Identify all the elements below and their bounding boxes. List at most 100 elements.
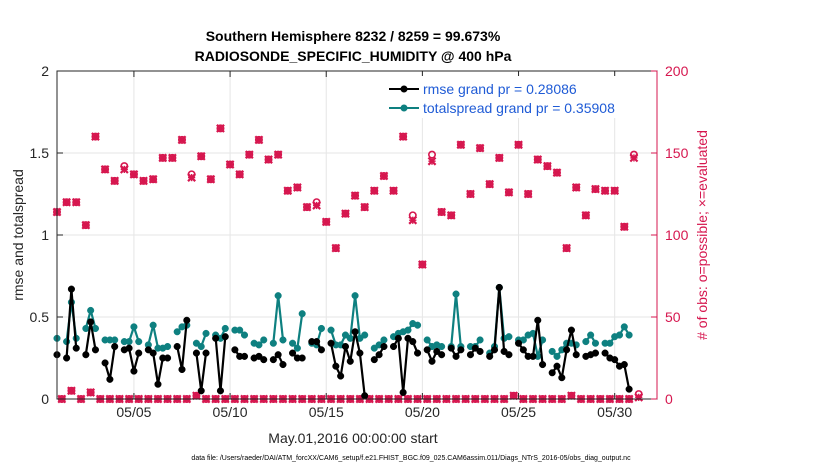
count-evaluated-marker xyxy=(302,202,312,212)
count-evaluated-marker xyxy=(533,155,543,164)
series-rmse-point xyxy=(240,352,249,360)
series-rmse-point xyxy=(409,338,417,346)
count-evaluated-marker xyxy=(321,217,331,227)
series-totalspread-point xyxy=(135,338,143,346)
series-rmse-point xyxy=(438,351,446,359)
y-tick-label: 0 xyxy=(41,391,49,407)
series-rmse-point xyxy=(154,380,162,388)
series-rmse-point xyxy=(192,349,200,357)
series-rmse-point xyxy=(173,342,181,351)
count-evaluated-marker xyxy=(168,153,177,163)
series-rmse-point xyxy=(394,334,402,342)
count-evaluated-marker xyxy=(206,174,216,184)
series-rmse-point xyxy=(221,333,229,341)
count-evaluated-marker xyxy=(283,186,293,196)
series-rmse-point xyxy=(135,349,143,357)
series-rmse-point xyxy=(178,365,186,374)
series-totalspread-point xyxy=(553,352,561,360)
series-rmse-point xyxy=(601,349,609,357)
x-tick-label: 05/20 xyxy=(405,404,440,420)
x-tick-label: 05/05 xyxy=(116,404,151,420)
series-rmse-point xyxy=(356,349,364,357)
series-rmse-point xyxy=(452,352,460,360)
series-rmse-point xyxy=(130,367,138,375)
series-rmse-point xyxy=(332,362,340,370)
count-evaluated-marker xyxy=(62,197,71,207)
count-evaluated-marker xyxy=(619,222,629,232)
count-evaluated-marker xyxy=(129,169,139,179)
series-totalspread-point xyxy=(317,324,325,333)
series-rmse-point xyxy=(144,346,152,354)
series-rmse-point xyxy=(216,387,225,395)
count-evaluated-marker xyxy=(571,183,581,192)
series-rmse-point xyxy=(298,354,306,362)
series-totalspread-point xyxy=(293,344,301,352)
count-evaluated-marker xyxy=(562,243,571,253)
count-evaluated-marker xyxy=(341,209,350,219)
y-tick-label: 2 xyxy=(41,63,49,79)
series-rmse-point xyxy=(486,352,494,360)
count-evaluated-marker xyxy=(466,189,475,199)
count-evaluated-marker xyxy=(244,150,254,160)
series-rmse-point xyxy=(495,283,503,292)
series-rmse-point xyxy=(351,328,359,336)
series-rmse-point xyxy=(164,354,172,362)
series-totalspread-point xyxy=(269,339,277,347)
series-totalspread-point xyxy=(298,310,306,318)
count-evaluated-marker xyxy=(485,179,495,189)
series-totalspread-point xyxy=(236,326,244,334)
count-evaluated-marker xyxy=(369,186,379,196)
series-totalspread-point xyxy=(370,344,378,352)
series-totalspread-point xyxy=(414,321,422,329)
series-rmse-point xyxy=(500,347,508,355)
series-totalspread-point xyxy=(197,342,205,351)
series-rmse-point xyxy=(572,351,580,359)
series-rmse-point xyxy=(274,351,282,359)
series-rmse-point xyxy=(519,346,527,354)
count-evaluated-marker xyxy=(543,161,552,171)
series-rmse-point xyxy=(289,349,297,357)
series-totalspread-point xyxy=(260,336,268,344)
series-rmse-point xyxy=(471,344,479,352)
count-evaluated-marker xyxy=(110,176,120,186)
series-rmse-point xyxy=(404,334,412,342)
series-totalspread-point xyxy=(615,331,624,339)
series-totalspread-point xyxy=(149,321,157,329)
y-tick-label: 1.5 xyxy=(30,145,50,161)
series-totalspread-point xyxy=(173,328,181,336)
series-rmse-point xyxy=(490,346,499,354)
count-evaluated-marker xyxy=(509,391,519,401)
series-totalspread-point xyxy=(255,341,263,349)
count-evaluated-marker xyxy=(523,189,533,199)
series-totalspread-point xyxy=(164,342,172,351)
series-rmse-point xyxy=(457,346,465,354)
series-rmse-point xyxy=(389,342,398,351)
series-rmse-point xyxy=(255,352,263,360)
series-rmse-point xyxy=(87,318,95,326)
series-rmse-point xyxy=(149,349,157,357)
series-rmse-point xyxy=(313,338,321,346)
series-totalspread-point xyxy=(438,342,446,351)
count-evaluated-marker xyxy=(629,153,639,163)
series-totalspread-point xyxy=(279,336,287,344)
series-totalspread-point xyxy=(192,339,200,347)
series-rmse-point xyxy=(591,349,600,357)
series-rmse-point xyxy=(375,351,383,359)
series-totalspread-point xyxy=(202,329,210,337)
x-tick-label: 05/10 xyxy=(213,404,248,420)
count-evaluated-marker xyxy=(567,391,576,401)
count-evaluated-marker xyxy=(591,184,600,194)
y-right-tick-label: 50 xyxy=(665,309,681,325)
series-totalspread-point xyxy=(380,336,388,344)
series-rmse-point xyxy=(72,344,80,352)
series-totalspread-point xyxy=(476,336,484,344)
legend-totalspread-label: totalspread grand pr = 0.35908 xyxy=(423,100,615,116)
count-evaluated-marker xyxy=(504,187,514,197)
count-evaluated-marker xyxy=(192,391,201,401)
y-right-tick-label: 0 xyxy=(665,391,673,407)
series-rmse-point xyxy=(505,351,513,359)
series-totalspread-point xyxy=(582,338,590,346)
series-totalspread-point xyxy=(505,333,513,341)
series-totalspread-point xyxy=(519,336,527,344)
